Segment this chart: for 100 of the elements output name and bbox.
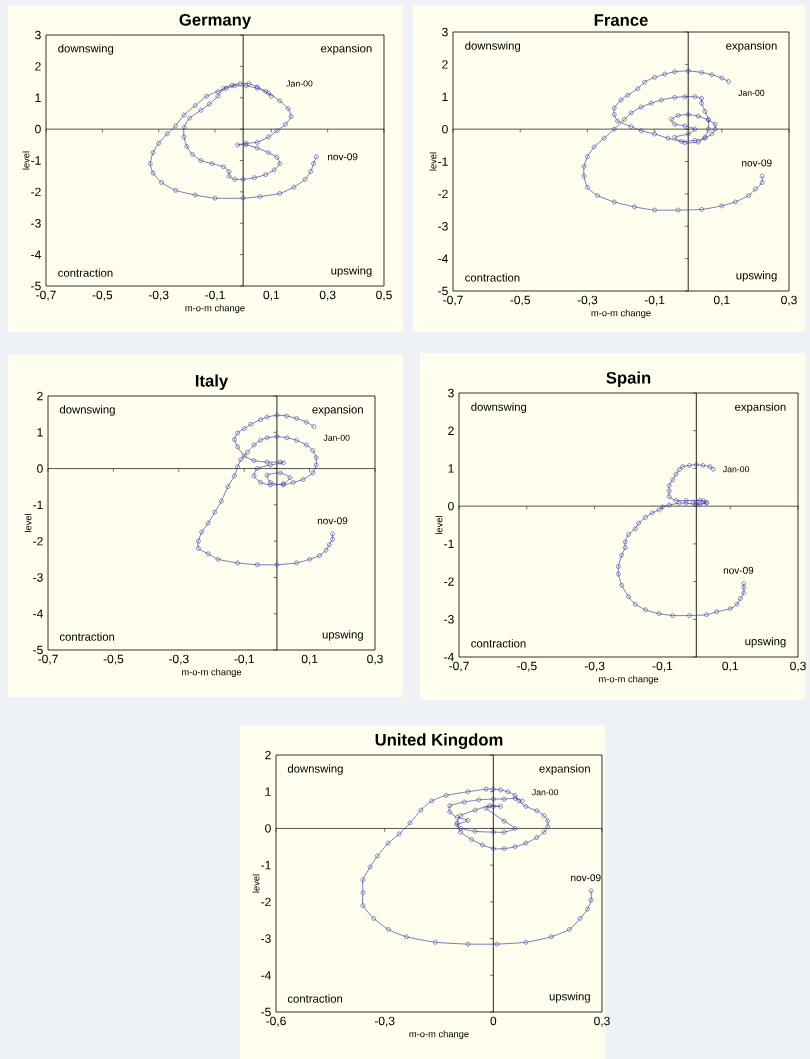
y-tick-label: -1 [261,861,271,870]
x-tick-label: 0,3 [594,1016,610,1027]
y-tick-label: 2 [442,60,448,69]
y-tick-label: -3 [33,573,43,582]
x-tick-label: -0,7 [36,290,56,301]
y-tick-label: -1 [444,539,454,548]
annotation: downswing [465,41,521,52]
y-axis-title: level [24,514,32,532]
annotation: expansion [735,402,786,414]
x-axis-title: m-o-m change [185,304,245,314]
x-tick-label: 0 [490,1016,497,1026]
y-axis-title: level [429,152,437,171]
chart-title: Italy [195,374,229,390]
y-tick-label: 1 [265,787,271,796]
y-tick-label: 1 [442,92,448,101]
y-tick-label: 2 [265,750,271,760]
x-tick-label: 0,1 [263,290,280,301]
x-tick-label: -0,7 [443,295,463,306]
y-tick-label: -5 [438,286,448,296]
x-tick-label: -0,1 [652,661,673,672]
annotation: contraction [287,994,343,1003]
x-tick-label: -0,3 [148,290,169,301]
y-tick-label: -3 [261,934,271,943]
x-tick-label: -0,5 [103,654,124,665]
y-tick-label: 0 [448,501,454,511]
annotation: nov-09 [723,566,754,574]
y-tick-label: -4 [31,250,41,259]
y-tick-label: 0 [35,124,41,134]
y-tick-label: -2 [261,897,271,907]
y-tick-label: 2 [35,62,41,71]
y-tick-label: -4 [438,254,448,263]
y-tick-label: 1 [35,93,41,102]
x-tick-label: 0,1 [301,654,318,665]
x-tick-label: -0,6 [266,1016,286,1027]
x-axis-title: m-o-m change [591,309,651,319]
annotation: contraction [59,632,115,641]
x-tick-label: -0,5 [92,290,113,301]
annotation: contraction [471,639,526,648]
y-axis-title: level [252,874,260,893]
annotation: upswing [745,636,786,648]
annotation: downswing [287,764,343,775]
annotation: nov-09 [317,517,348,525]
y-tick-label: 0 [37,464,43,473]
x-tick-label: 0,3 [367,654,383,665]
chart-title: France [594,14,648,26]
y-tick-label: 2 [37,391,43,401]
y-tick-label: -3 [31,219,41,228]
y-tick-label: 1 [37,428,43,437]
y-tick-label: -3 [438,222,448,231]
y-axis-title: level [22,151,30,170]
y-tick-label: 0 [442,124,448,134]
annotation: Jan-00 [286,80,313,87]
y-tick-label: -2 [444,577,454,586]
annotation: contraction [58,268,113,277]
y-tick-label: -5 [33,645,43,655]
y-tick-label: 3 [448,388,454,398]
annotation: expansion [539,764,590,775]
x-tick-label: 0,3 [319,290,336,301]
x-tick-label: -0,7 [38,654,58,665]
x-tick-label: -0,3 [169,654,189,665]
annotation: Jan-00 [323,434,350,441]
annotation: downswing [59,405,115,416]
x-axis-title: m-o-m change [182,668,242,678]
annotation: Jan-00 [738,89,765,96]
x-tick-label: 0,1 [722,661,738,672]
y-tick-label: -2 [31,187,41,197]
y-tick-label: -5 [31,281,41,291]
annotation: downswing [471,402,527,414]
x-tick-label: -0,1 [234,654,254,665]
y-axis-title: level [435,516,443,534]
x-tick-label: -0,5 [510,295,531,306]
y-tick-label: -5 [261,1007,271,1017]
y-tick-label: -4 [261,971,271,980]
annotation: upswing [736,271,777,282]
x-tick-label: 0,3 [790,661,806,672]
y-tick-label: 2 [448,426,454,435]
annotation: upswing [549,992,590,1003]
x-tick-label: -0,1 [644,295,665,306]
y-tick-label: -3 [444,615,454,624]
y-tick-label: 1 [448,464,454,473]
y-tick-label: -2 [33,536,43,546]
x-tick-label: -0,5 [517,661,537,672]
x-tick-label: 0,3 [781,295,797,306]
annotation: upswing [322,630,363,641]
annotation: Jan-00 [722,466,750,473]
x-axis-title: m-o-m change [409,1030,469,1040]
y-tick-label: -4 [444,652,454,662]
y-tick-label: 3 [35,30,41,40]
y-tick-label: -1 [31,156,41,165]
chart-title: Spain [606,371,651,387]
x-tick-label: -0,3 [577,295,598,306]
annotation: expansion [726,41,777,52]
annotation: nov-09 [328,153,358,161]
y-tick-label: -2 [438,189,448,199]
annotation: downswing [58,44,114,55]
x-tick-label: -0,3 [584,661,605,672]
annotation: nov-09 [571,874,601,882]
x-tick-label: -0,1 [205,290,225,301]
x-tick-label: 0,5 [376,290,392,301]
annotation: expansion [321,44,372,55]
